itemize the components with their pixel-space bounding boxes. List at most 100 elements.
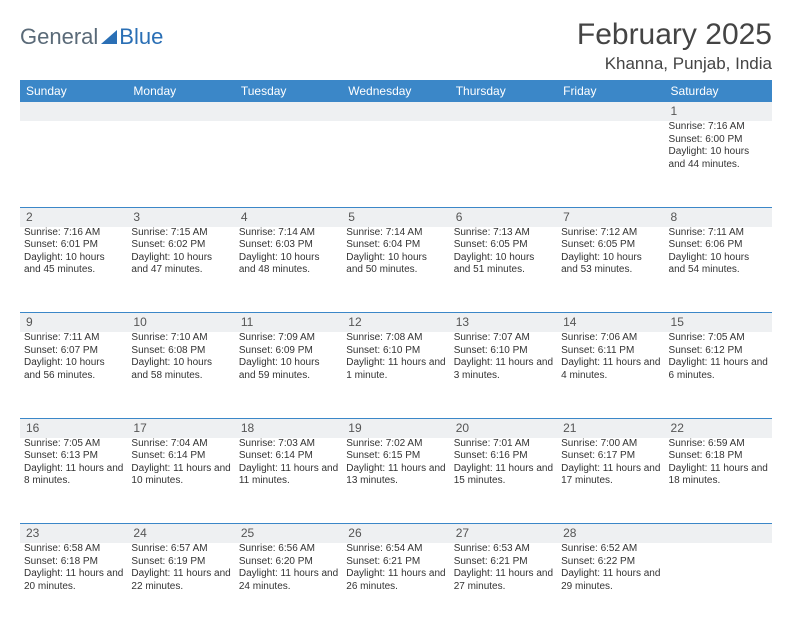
sunset-text: Sunset: 6:10 PM bbox=[346, 345, 445, 358]
sunrise-text: Sunrise: 6:54 AM bbox=[346, 543, 445, 556]
day-cell bbox=[557, 121, 664, 207]
sunset-text: Sunset: 6:11 PM bbox=[561, 345, 660, 358]
sunrise-text: Sunrise: 7:11 AM bbox=[24, 332, 123, 345]
daylight-text: Daylight: 11 hours and 24 minutes. bbox=[239, 568, 338, 593]
sunset-text: Sunset: 6:05 PM bbox=[561, 239, 660, 252]
daylight-text: Daylight: 10 hours and 45 minutes. bbox=[24, 252, 123, 277]
day-number: 21 bbox=[557, 418, 664, 438]
sunrise-text: Sunrise: 6:52 AM bbox=[561, 543, 660, 556]
day-cell: Sunrise: 7:09 AMSunset: 6:09 PMDaylight:… bbox=[235, 332, 342, 418]
day-number-row: 2345678 bbox=[20, 207, 772, 227]
sunset-text: Sunset: 6:21 PM bbox=[346, 556, 445, 569]
sunrise-text: Sunrise: 7:06 AM bbox=[561, 332, 660, 345]
day-cell: Sunrise: 7:12 AMSunset: 6:05 PMDaylight:… bbox=[557, 227, 664, 313]
sunset-text: Sunset: 6:04 PM bbox=[346, 239, 445, 252]
day-number-row: 232425262728 bbox=[20, 524, 772, 544]
day-cell: Sunrise: 6:58 AMSunset: 6:18 PMDaylight:… bbox=[20, 543, 127, 629]
sunset-text: Sunset: 6:09 PM bbox=[239, 345, 338, 358]
weekday-header-row: Sunday Monday Tuesday Wednesday Thursday… bbox=[20, 80, 772, 102]
weekday-header: Friday bbox=[557, 80, 664, 102]
sunrise-text: Sunrise: 6:59 AM bbox=[669, 438, 768, 451]
day-number: 26 bbox=[342, 524, 449, 544]
sunrise-text: Sunrise: 7:00 AM bbox=[561, 438, 660, 451]
day-number: 16 bbox=[20, 418, 127, 438]
daylight-text: Daylight: 11 hours and 6 minutes. bbox=[669, 357, 768, 382]
sunset-text: Sunset: 6:20 PM bbox=[239, 556, 338, 569]
daylight-text: Daylight: 11 hours and 11 minutes. bbox=[239, 463, 338, 488]
daylight-text: Daylight: 11 hours and 20 minutes. bbox=[24, 568, 123, 593]
sunset-text: Sunset: 6:15 PM bbox=[346, 450, 445, 463]
daylight-text: Daylight: 11 hours and 8 minutes. bbox=[24, 463, 123, 488]
brand-logo: General Blue bbox=[20, 18, 163, 50]
day-number: 19 bbox=[342, 418, 449, 438]
daylight-text: Daylight: 10 hours and 44 minutes. bbox=[669, 146, 768, 171]
daylight-text: Daylight: 10 hours and 58 minutes. bbox=[131, 357, 230, 382]
day-cell: Sunrise: 7:01 AMSunset: 6:16 PMDaylight:… bbox=[450, 438, 557, 524]
daylight-text: Daylight: 11 hours and 15 minutes. bbox=[454, 463, 553, 488]
daylight-text: Daylight: 11 hours and 3 minutes. bbox=[454, 357, 553, 382]
day-cell bbox=[342, 121, 449, 207]
day-cell: Sunrise: 6:52 AMSunset: 6:22 PMDaylight:… bbox=[557, 543, 664, 629]
weekday-header: Wednesday bbox=[342, 80, 449, 102]
sunrise-text: Sunrise: 7:05 AM bbox=[669, 332, 768, 345]
day-number: 7 bbox=[557, 207, 664, 227]
sunrise-text: Sunrise: 6:56 AM bbox=[239, 543, 338, 556]
day-cell: Sunrise: 7:13 AMSunset: 6:05 PMDaylight:… bbox=[450, 227, 557, 313]
sunrise-text: Sunrise: 7:11 AM bbox=[669, 227, 768, 240]
daylight-text: Daylight: 10 hours and 48 minutes. bbox=[239, 252, 338, 277]
day-cell: Sunrise: 7:04 AMSunset: 6:14 PMDaylight:… bbox=[127, 438, 234, 524]
day-number: 15 bbox=[665, 313, 772, 333]
day-cell: Sunrise: 7:14 AMSunset: 6:03 PMDaylight:… bbox=[235, 227, 342, 313]
day-number: 12 bbox=[342, 313, 449, 333]
sunset-text: Sunset: 6:17 PM bbox=[561, 450, 660, 463]
day-number: 2 bbox=[20, 207, 127, 227]
weekday-header: Tuesday bbox=[235, 80, 342, 102]
sunrise-text: Sunrise: 6:58 AM bbox=[24, 543, 123, 556]
day-number bbox=[342, 102, 449, 121]
daylight-text: Daylight: 11 hours and 13 minutes. bbox=[346, 463, 445, 488]
day-number: 28 bbox=[557, 524, 664, 544]
sunset-text: Sunset: 6:19 PM bbox=[131, 556, 230, 569]
day-cell bbox=[665, 543, 772, 629]
sunset-text: Sunset: 6:12 PM bbox=[669, 345, 768, 358]
day-number: 13 bbox=[450, 313, 557, 333]
day-number: 8 bbox=[665, 207, 772, 227]
location-label: Khanna, Punjab, India bbox=[577, 54, 772, 74]
day-cell: Sunrise: 6:54 AMSunset: 6:21 PMDaylight:… bbox=[342, 543, 449, 629]
day-number bbox=[665, 524, 772, 544]
day-number: 23 bbox=[20, 524, 127, 544]
daylight-text: Daylight: 10 hours and 47 minutes. bbox=[131, 252, 230, 277]
day-number: 1 bbox=[665, 102, 772, 121]
sunrise-text: Sunrise: 6:53 AM bbox=[454, 543, 553, 556]
day-number: 25 bbox=[235, 524, 342, 544]
calendar-table: Sunday Monday Tuesday Wednesday Thursday… bbox=[20, 80, 772, 629]
sunrise-text: Sunrise: 7:14 AM bbox=[346, 227, 445, 240]
day-cell: Sunrise: 6:53 AMSunset: 6:21 PMDaylight:… bbox=[450, 543, 557, 629]
sunset-text: Sunset: 6:00 PM bbox=[669, 134, 768, 147]
sunrise-text: Sunrise: 7:14 AM bbox=[239, 227, 338, 240]
daylight-text: Daylight: 10 hours and 50 minutes. bbox=[346, 252, 445, 277]
day-number: 20 bbox=[450, 418, 557, 438]
day-body-row: Sunrise: 7:05 AMSunset: 6:13 PMDaylight:… bbox=[20, 438, 772, 524]
daylight-text: Daylight: 11 hours and 29 minutes. bbox=[561, 568, 660, 593]
day-cell bbox=[20, 121, 127, 207]
title-block: February 2025 Khanna, Punjab, India bbox=[577, 18, 772, 74]
sunrise-text: Sunrise: 7:12 AM bbox=[561, 227, 660, 240]
day-cell: Sunrise: 7:02 AMSunset: 6:15 PMDaylight:… bbox=[342, 438, 449, 524]
day-cell: Sunrise: 7:15 AMSunset: 6:02 PMDaylight:… bbox=[127, 227, 234, 313]
sunrise-text: Sunrise: 7:03 AM bbox=[239, 438, 338, 451]
sunset-text: Sunset: 6:05 PM bbox=[454, 239, 553, 252]
sunset-text: Sunset: 6:13 PM bbox=[24, 450, 123, 463]
sunset-text: Sunset: 6:22 PM bbox=[561, 556, 660, 569]
weekday-header: Sunday bbox=[20, 80, 127, 102]
day-body-row: Sunrise: 7:11 AMSunset: 6:07 PMDaylight:… bbox=[20, 332, 772, 418]
day-cell: Sunrise: 7:11 AMSunset: 6:07 PMDaylight:… bbox=[20, 332, 127, 418]
sunset-text: Sunset: 6:14 PM bbox=[131, 450, 230, 463]
day-number-row: 16171819202122 bbox=[20, 418, 772, 438]
header: General Blue February 2025 Khanna, Punja… bbox=[20, 18, 772, 74]
day-cell: Sunrise: 7:08 AMSunset: 6:10 PMDaylight:… bbox=[342, 332, 449, 418]
day-body-row: Sunrise: 6:58 AMSunset: 6:18 PMDaylight:… bbox=[20, 543, 772, 629]
sunrise-text: Sunrise: 7:07 AM bbox=[454, 332, 553, 345]
sunset-text: Sunset: 6:02 PM bbox=[131, 239, 230, 252]
day-number: 3 bbox=[127, 207, 234, 227]
